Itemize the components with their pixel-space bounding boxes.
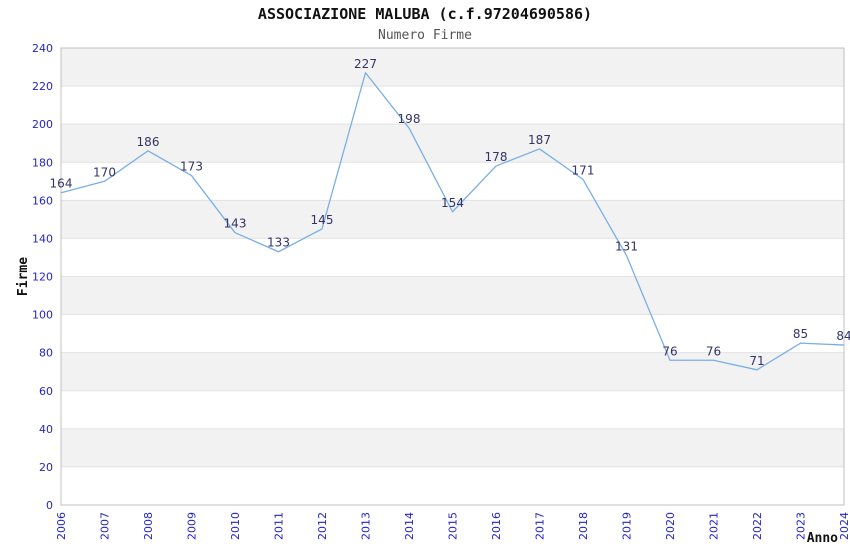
data-label: 178 [485, 150, 508, 164]
chart-title: ASSOCIAZIONE MALUBA (c.f.97204690586) [257, 5, 593, 23]
x-tick-label: 2021 [708, 512, 721, 540]
data-label: 84 [836, 329, 850, 343]
data-label: 173 [180, 160, 203, 174]
data-label: 171 [572, 163, 595, 177]
y-tick-label: 0 [46, 499, 53, 512]
data-label: 187 [528, 133, 551, 147]
x-tick-label: 2023 [795, 512, 808, 540]
x-tick-label: 2022 [751, 512, 764, 540]
data-label: 170 [93, 165, 116, 179]
data-label: 143 [224, 217, 247, 231]
x-tick-label: 2013 [360, 512, 373, 540]
y-tick-label: 100 [32, 309, 53, 322]
x-tick-label: 2007 [99, 512, 112, 540]
grid-band [61, 428, 844, 467]
y-tick-label: 180 [32, 156, 53, 169]
y-tick-label: 60 [39, 385, 53, 398]
x-tick-label: 2016 [490, 512, 503, 540]
x-tick-label: 2019 [621, 512, 634, 540]
chart-subtitle: Numero Firme [378, 28, 472, 43]
y-tick-label: 80 [39, 347, 53, 360]
data-label: 76 [706, 344, 721, 358]
data-label: 133 [267, 236, 290, 250]
data-label: 198 [398, 112, 421, 126]
grid-band [61, 276, 844, 315]
data-label: 71 [749, 354, 764, 368]
y-tick-label: 200 [32, 118, 53, 131]
x-tick-label: 2006 [55, 512, 68, 540]
y-tick-label: 160 [32, 194, 53, 207]
y-tick-label: 140 [32, 232, 53, 245]
y-tick-label: 220 [32, 80, 53, 93]
data-label: 186 [137, 135, 160, 149]
data-label: 164 [50, 177, 73, 191]
grid-band [61, 48, 844, 87]
x-tick-label: 2009 [186, 512, 199, 540]
y-axis-title: Firme [16, 257, 31, 296]
x-tick-label: 2011 [273, 512, 286, 540]
grid-band [61, 352, 844, 391]
x-tick-label: 2010 [229, 512, 242, 540]
grid-band [61, 200, 844, 239]
data-label: 227 [354, 57, 377, 71]
x-tick-label: 2017 [534, 512, 547, 540]
y-tick-label: 120 [32, 271, 53, 284]
x-tick-label: 2018 [577, 512, 590, 540]
plot-border [60, 47, 845, 506]
y-tick-label: 20 [39, 461, 53, 474]
x-tick-label: 2024 [838, 512, 850, 540]
x-tick-label: 2015 [447, 512, 460, 540]
data-label: 154 [441, 196, 464, 210]
x-tick-label: 2014 [403, 512, 416, 540]
x-tick-label: 2020 [664, 512, 677, 540]
data-label: 76 [662, 344, 677, 358]
x-axis-title: Anno [807, 531, 838, 546]
y-tick-label: 40 [39, 423, 53, 436]
y-tick-label: 240 [32, 42, 53, 55]
data-label: 131 [615, 240, 638, 254]
x-tick-label: 2012 [316, 512, 329, 540]
data-label: 85 [793, 327, 808, 341]
series-line [60, 72, 845, 371]
grid-band [61, 124, 844, 163]
data-label: 145 [311, 213, 334, 227]
x-tick-label: 2008 [142, 512, 155, 540]
